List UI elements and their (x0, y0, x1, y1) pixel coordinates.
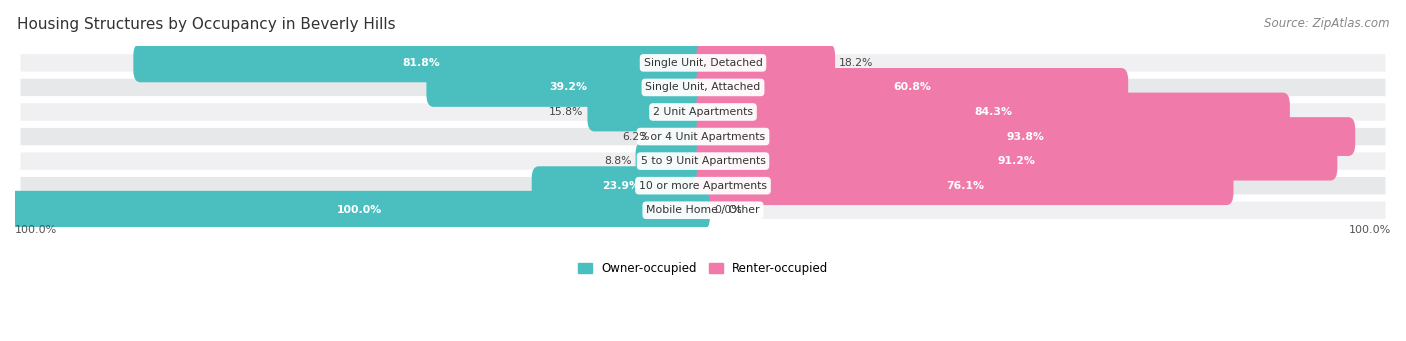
FancyBboxPatch shape (20, 151, 1386, 171)
Text: 100.0%: 100.0% (336, 205, 381, 215)
Text: 8.8%: 8.8% (605, 156, 631, 166)
Text: Single Unit, Detached: Single Unit, Detached (644, 58, 762, 68)
Text: 39.2%: 39.2% (550, 83, 588, 92)
FancyBboxPatch shape (696, 93, 1289, 131)
FancyBboxPatch shape (696, 117, 1355, 156)
FancyBboxPatch shape (696, 142, 1337, 180)
Text: 100.0%: 100.0% (15, 225, 58, 235)
FancyBboxPatch shape (696, 44, 835, 82)
FancyBboxPatch shape (20, 200, 1386, 220)
Text: 0.0%: 0.0% (714, 205, 742, 215)
Text: 3 or 4 Unit Apartments: 3 or 4 Unit Apartments (641, 132, 765, 142)
FancyBboxPatch shape (134, 44, 710, 82)
Text: 91.2%: 91.2% (998, 156, 1036, 166)
FancyBboxPatch shape (8, 191, 710, 229)
FancyBboxPatch shape (20, 102, 1386, 122)
Text: Housing Structures by Occupancy in Beverly Hills: Housing Structures by Occupancy in Bever… (17, 17, 395, 32)
Text: 100.0%: 100.0% (1348, 225, 1391, 235)
Text: 15.8%: 15.8% (548, 107, 583, 117)
FancyBboxPatch shape (20, 127, 1386, 147)
Text: 23.9%: 23.9% (602, 181, 640, 191)
Text: Single Unit, Attached: Single Unit, Attached (645, 83, 761, 92)
Text: 93.8%: 93.8% (1007, 132, 1045, 142)
Text: 76.1%: 76.1% (946, 181, 984, 191)
FancyBboxPatch shape (531, 166, 710, 205)
FancyBboxPatch shape (636, 142, 710, 180)
Text: 10 or more Apartments: 10 or more Apartments (638, 181, 768, 191)
FancyBboxPatch shape (696, 166, 1233, 205)
Text: 5 to 9 Unit Apartments: 5 to 9 Unit Apartments (641, 156, 765, 166)
FancyBboxPatch shape (654, 117, 710, 156)
FancyBboxPatch shape (20, 176, 1386, 196)
Legend: Owner-occupied, Renter-occupied: Owner-occupied, Renter-occupied (572, 257, 834, 280)
Text: 6.2%: 6.2% (621, 132, 650, 142)
FancyBboxPatch shape (426, 68, 710, 107)
Text: 2 Unit Apartments: 2 Unit Apartments (652, 107, 754, 117)
FancyBboxPatch shape (20, 77, 1386, 98)
Text: Source: ZipAtlas.com: Source: ZipAtlas.com (1264, 17, 1389, 30)
Text: 18.2%: 18.2% (839, 58, 873, 68)
Text: 81.8%: 81.8% (402, 58, 440, 68)
FancyBboxPatch shape (20, 53, 1386, 73)
Text: 60.8%: 60.8% (893, 83, 931, 92)
Text: Mobile Home / Other: Mobile Home / Other (647, 205, 759, 215)
FancyBboxPatch shape (696, 68, 1128, 107)
FancyBboxPatch shape (588, 93, 710, 131)
Text: 84.3%: 84.3% (974, 107, 1012, 117)
